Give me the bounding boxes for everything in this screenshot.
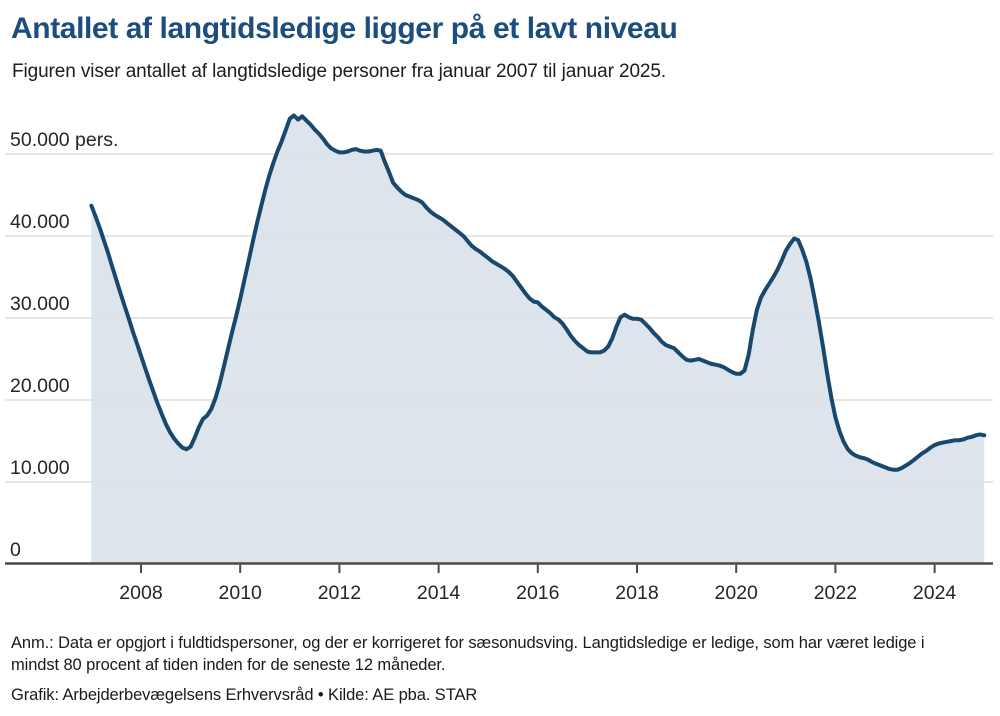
x-axis-label: 2012 — [318, 582, 361, 604]
footnote: Anm.: Data er opgjort i fuldtidspersoner… — [11, 634, 925, 674]
unemployment-area-chart: 2008 2010 2012 2014 2016 2018 2020 2022 2024 0 10.… — [5, 113, 993, 604]
y-axis-label: 0 — [10, 539, 21, 561]
x-axis-label: 2018 — [615, 582, 658, 604]
y-axis-label: 20.000 — [10, 375, 70, 397]
y-axis-label: 30.000 — [10, 293, 70, 315]
area-fill — [91, 115, 985, 564]
x-axis-label: 2008 — [119, 582, 162, 604]
x-axis-label: 2016 — [516, 582, 559, 604]
y-axis-label: 40.000 — [10, 211, 70, 233]
y-axis-label: 50.000 pers. — [10, 129, 118, 151]
source-credit: Grafik: Arbejderbevægelsens Erhvervsråd … — [11, 686, 478, 704]
page-title: Antallet af langtidsledige ligger på et … — [11, 12, 678, 45]
y-axis-label: 10.000 — [10, 457, 70, 479]
x-axis-label: 2010 — [219, 582, 263, 604]
trend-line — [89, 113, 987, 472]
x-axis-label: 2014 — [417, 582, 461, 604]
chart-subtitle: Figuren viser antallet af langtidsledige… — [12, 61, 667, 82]
x-axis-label: 2024 — [913, 582, 957, 604]
x-axis-label: 2020 — [715, 582, 759, 604]
x-axis-label: 2022 — [814, 582, 857, 604]
